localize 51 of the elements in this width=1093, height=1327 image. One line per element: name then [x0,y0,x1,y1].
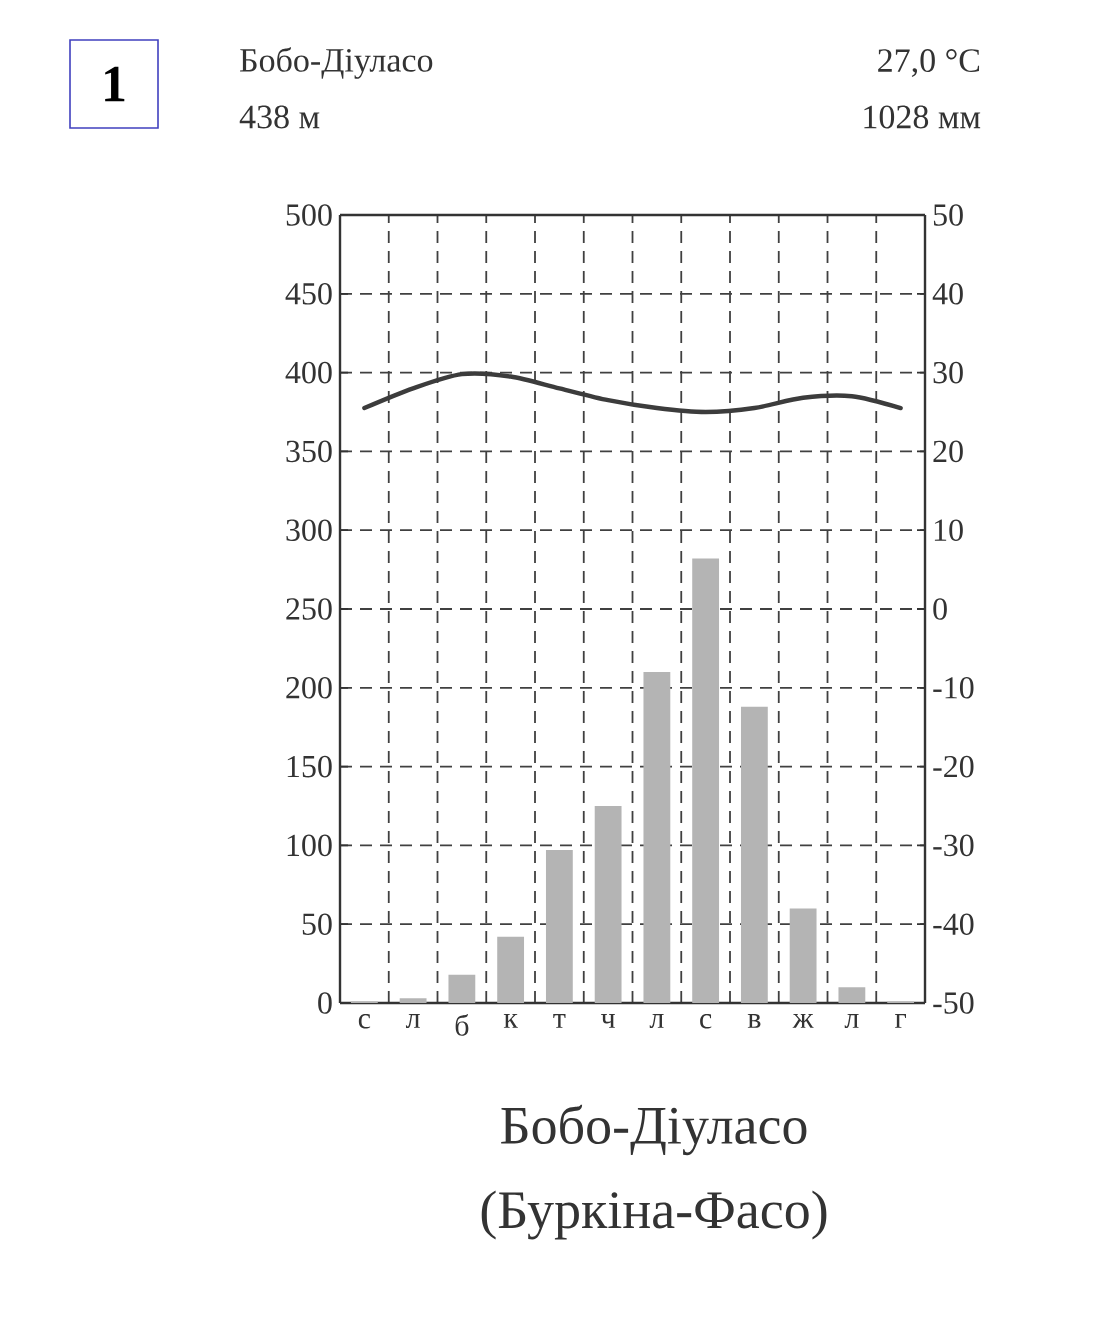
text: Бобо-Діуласо [501,1104,807,1156]
bar [643,672,671,1003]
y2-tick-label: 0 [933,598,947,620]
x-tick-label: с [358,1014,371,1029]
bar [497,936,525,1003]
y-tick-label: 150 [287,755,332,778]
y-tick-label: 450 [285,283,332,305]
text: (Буркіна-Фасо) [481,1190,827,1240]
x-tick-label: т [553,1014,566,1028]
bar [594,806,622,1003]
y2-tick-label: 30 [933,361,963,384]
x-tick-label: ж [792,1014,814,1028]
text: 27,0 °C [878,49,980,77]
y2-tick-label: 50 [933,204,963,226]
y2-tick-label: 10 [934,519,963,541]
x-tick-label: г [895,1014,906,1028]
y-tick-label: 100 [287,834,332,857]
y2-tick-label: -20 [933,755,974,778]
y2-tick-label: -50 [933,992,974,1014]
x-tick-label: в [747,1014,761,1028]
text: Бобо-Діуласо [240,47,433,79]
bar [838,987,866,1003]
text: 438 м [239,105,320,129]
y2-tick-label: 40 [932,283,963,305]
y-tick-label: 200 [286,677,332,699]
bar [789,908,817,1003]
x-tick-label: с [700,1014,712,1029]
text: 1 [105,66,125,102]
x-tick-label: л [844,1014,859,1029]
x-tick-label: л [649,1014,664,1029]
y2-tick-label: 20 [933,440,963,463]
bar [545,850,573,1003]
text: 1028 мм [864,105,981,129]
bar [692,558,720,1003]
bar [740,706,768,1003]
x-tick-label: к [503,1014,518,1028]
y2-tick-label: -40 [933,913,974,935]
bar [399,998,427,1003]
y2-tick-label: -10 [933,677,974,699]
y-tick-label: 350 [286,440,332,463]
y-tick-label: 300 [286,519,332,541]
y-tick-label: 500 [286,204,332,226]
y-tick-label: 0 [318,992,332,1014]
x-tick-label: ч [601,1014,615,1028]
y-tick-label: 50 [302,913,332,935]
y-tick-label: 250 [286,598,332,620]
x-tick-label: б [455,1014,469,1036]
x-tick-label: л [405,1014,420,1029]
y-tick-label: 400 [285,361,332,384]
bar [448,974,476,1003]
y2-tick-label: -30 [933,834,974,857]
